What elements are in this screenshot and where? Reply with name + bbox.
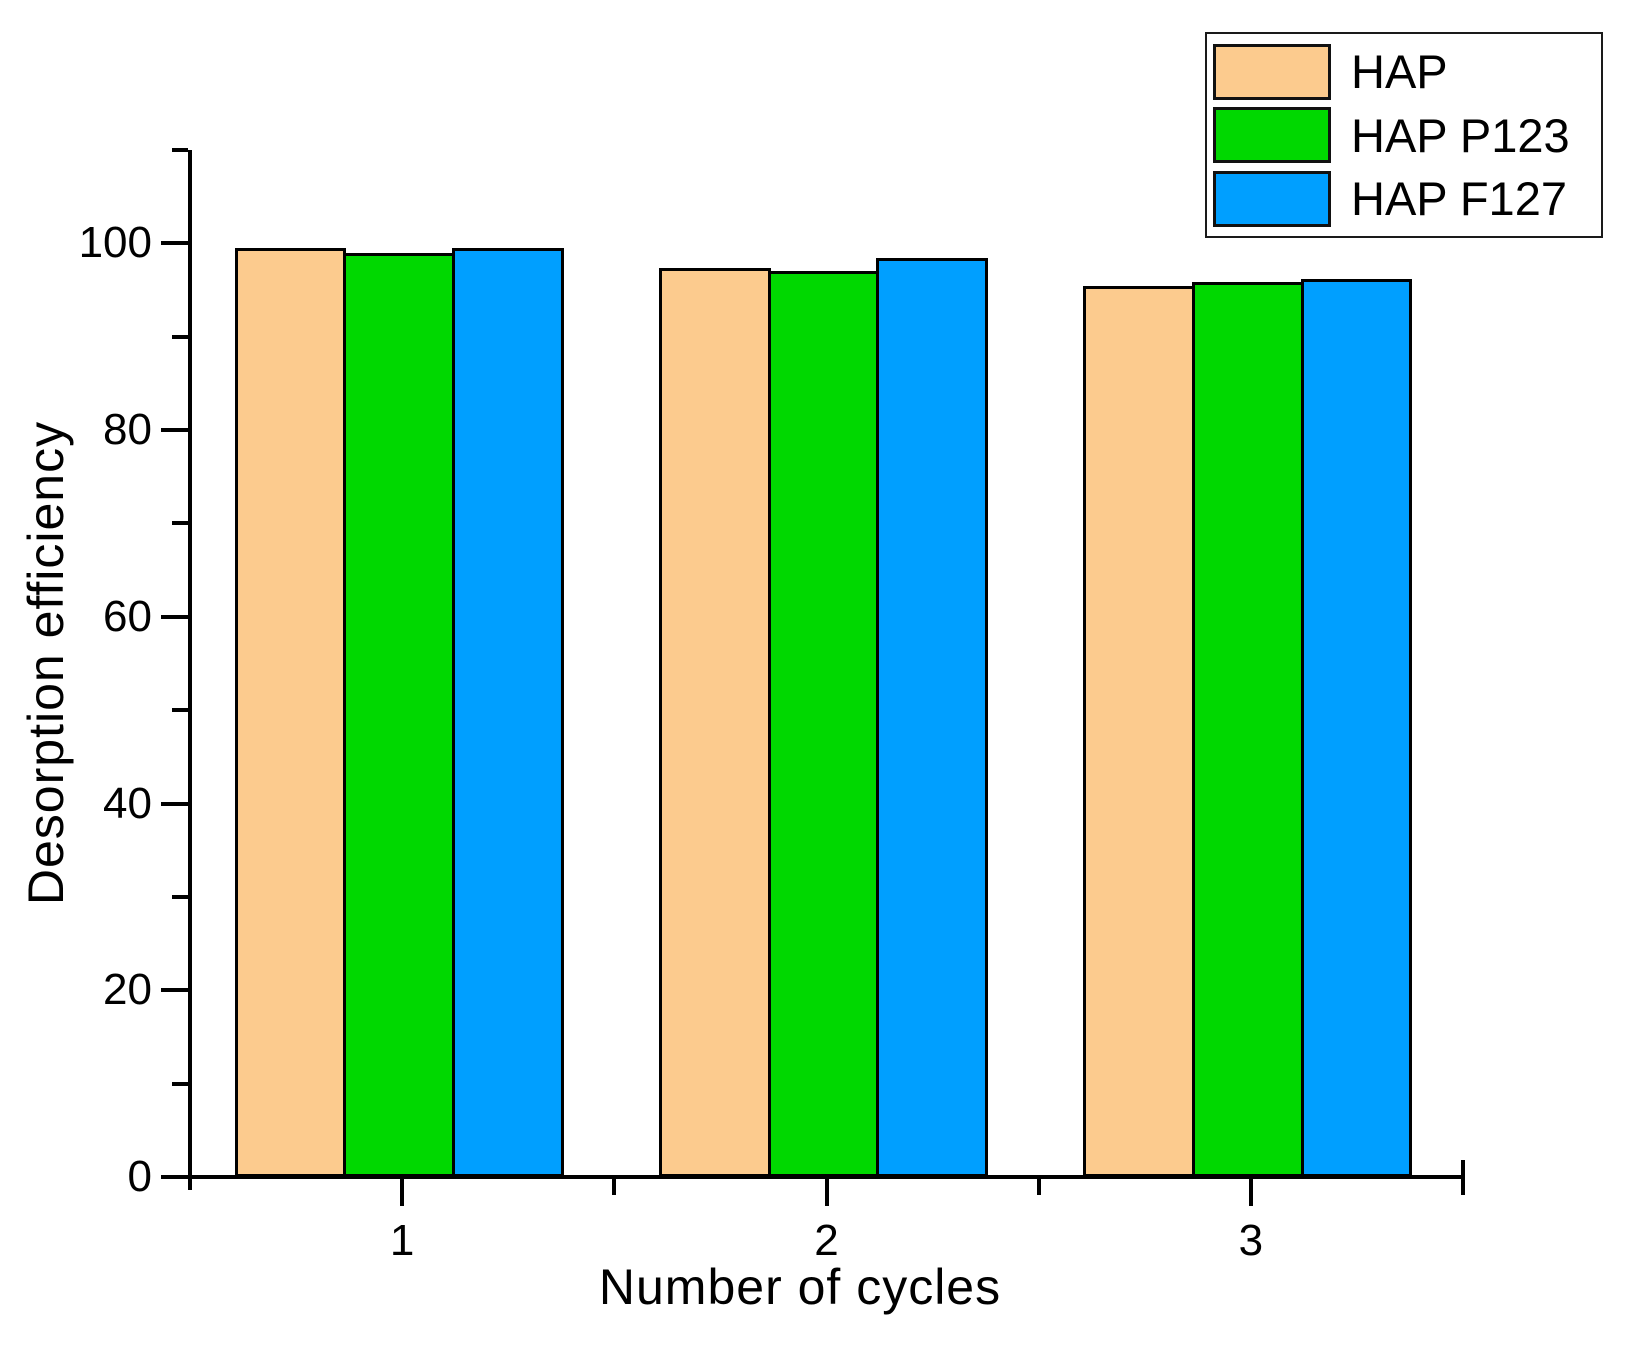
legend: HAP HAP P123 HAP F127: [1205, 32, 1603, 238]
bar-hap-cycle-3: [1083, 286, 1196, 1177]
y-tick-label: 80: [103, 405, 152, 455]
legend-label: HAP P123: [1351, 108, 1570, 162]
x-tick-label: 3: [1238, 1216, 1264, 1265]
y-tick-major: [161, 1175, 188, 1179]
y-tick-minor: [172, 334, 188, 339]
x-axis-title: Number of cycles: [598, 1259, 1002, 1315]
y-tick-major: [161, 241, 188, 246]
y-tick-major: [161, 614, 188, 619]
bar-hap-f127-cycle-3: [1300, 278, 1413, 1177]
y-tick-label: 40: [103, 778, 152, 828]
legend-swatch: [1213, 107, 1331, 163]
y-axis-line: [188, 150, 192, 1190]
legend-label: HAP F127: [1351, 172, 1567, 225]
x-axis-end-cap: [1461, 1160, 1465, 1175]
y-tick-label: 60: [103, 591, 152, 641]
x-tick-major: [824, 1179, 829, 1206]
legend-swatch: [1213, 170, 1331, 227]
y-tick-minor: [172, 1081, 188, 1086]
x-tick-label: 2: [814, 1216, 839, 1265]
y-tick-minor: [172, 521, 188, 526]
legend-item: HAP P123: [1213, 107, 1595, 163]
x-tick-minor: [1036, 1179, 1041, 1195]
legend-swatch: [1213, 43, 1331, 100]
bar-hap-f127-cycle-2: [876, 258, 988, 1177]
bar-hap-p123-cycle-3: [1192, 281, 1304, 1177]
bar-hap-cycle-1: [234, 248, 347, 1177]
y-tick-minor: [172, 148, 188, 152]
x-tick-major: [400, 1179, 405, 1206]
x-tick-major: [1248, 1179, 1253, 1206]
y-tick-major: [161, 801, 188, 806]
y-tick-label: 100: [78, 218, 152, 268]
y-tick-minor: [172, 708, 188, 713]
plot-area: 0 20 40 60 80 100 1 2 3: [79, 148, 1465, 1263]
bar-hap-f127-cycle-1: [451, 248, 564, 1177]
bar-hap-p123-cycle-2: [767, 271, 880, 1177]
y-tick-label: 0: [127, 1152, 152, 1201]
y-tick-minor: [172, 894, 188, 899]
y-tick-major: [161, 988, 188, 993]
x-axis-line: [188, 1175, 1465, 1179]
bar-hap-cycle-2: [659, 267, 771, 1177]
y-axis-title: Desorption efficiency: [18, 420, 74, 906]
y-tick-major: [161, 428, 188, 433]
legend-label: HAP: [1351, 45, 1448, 98]
legend-item: HAP: [1213, 43, 1595, 100]
bar-hap-p123-cycle-1: [343, 252, 455, 1177]
legend-item: HAP F127: [1213, 170, 1595, 227]
x-tick-minor: [612, 1179, 617, 1195]
x-tick-minor: [1461, 1179, 1465, 1195]
y-tick-label: 20: [103, 965, 152, 1015]
x-tick-label: 1: [389, 1216, 415, 1265]
